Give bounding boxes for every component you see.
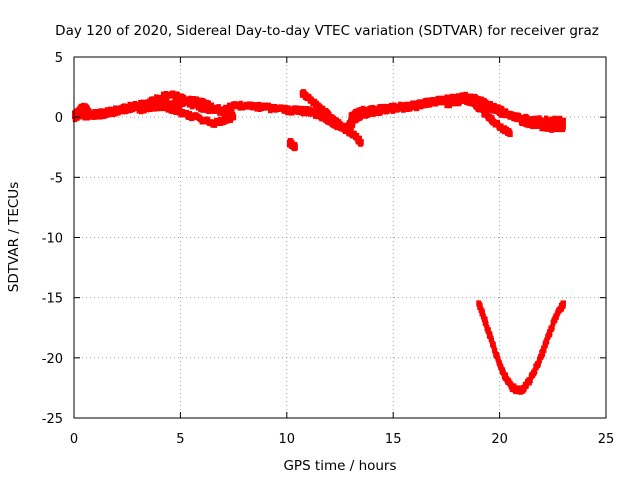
data-point [518, 115, 523, 122]
data-point [561, 300, 566, 307]
y-tick-label: -20 [42, 352, 63, 367]
series-track-i [444, 95, 513, 138]
y-tick-label: -25 [42, 412, 63, 427]
series-track-k [476, 300, 566, 395]
data-point [206, 100, 212, 107]
data-point [499, 106, 505, 113]
data-point [492, 347, 498, 354]
data-point [86, 108, 92, 115]
tick-layer: 0 5 10 15 20 25 -25 -20 -15 -10 -5 0 5 [42, 51, 615, 447]
data-point [381, 107, 386, 114]
data-point [508, 131, 513, 138]
y-tick-label: 5 [55, 51, 63, 66]
data-point [160, 105, 165, 112]
data-point [352, 112, 357, 119]
data-point [177, 107, 183, 114]
data-point [540, 350, 546, 357]
x-tick-label: 25 [598, 432, 615, 447]
x-tick-label: 20 [491, 432, 508, 447]
data-point [478, 303, 483, 310]
x-tick-label: 15 [385, 432, 402, 447]
data-point [125, 107, 131, 114]
y-tick-label: -5 [50, 171, 63, 186]
data-point [130, 106, 136, 113]
data-point [357, 135, 362, 142]
x-tick-label: 5 [176, 432, 184, 447]
data-point [230, 105, 235, 112]
y-axis-label: SDTVAR / TECUs [6, 182, 22, 292]
data-point [231, 114, 237, 121]
data-point [480, 309, 485, 316]
data-point [354, 132, 360, 139]
data-point [184, 109, 189, 116]
data-point [528, 377, 533, 384]
data-layer [72, 89, 566, 395]
data-point [163, 100, 169, 107]
data-point [160, 91, 166, 98]
series-track-c [135, 95, 237, 121]
data-point [486, 327, 491, 334]
data-point [547, 330, 553, 337]
data-point [484, 321, 489, 328]
data-point [492, 102, 497, 109]
data-point [550, 324, 555, 331]
data-point [561, 123, 566, 130]
y-tick-label: -15 [42, 292, 63, 307]
data-point [191, 96, 196, 103]
data-point [541, 346, 547, 353]
data-point [216, 105, 221, 112]
y-tick-label: 0 [55, 111, 63, 126]
x-axis-label: GPS time / hours [283, 458, 396, 474]
series-track-j [286, 137, 298, 152]
x-tick-label: 10 [279, 432, 296, 447]
y-tick-label: -10 [42, 232, 63, 247]
data-point [544, 338, 550, 345]
data-point [103, 112, 108, 119]
data-point [378, 109, 383, 116]
data-point [483, 316, 488, 323]
data-point [293, 144, 298, 151]
data-point [532, 368, 538, 375]
data-point [491, 342, 496, 349]
series-track-d [74, 102, 92, 118]
chart-title: Day 120 of 2020, Sidereal Day-to-day VTE… [55, 23, 599, 39]
data-point [359, 139, 364, 146]
x-tick-label: 0 [70, 432, 78, 447]
data-point [561, 117, 566, 124]
data-point [489, 337, 495, 344]
